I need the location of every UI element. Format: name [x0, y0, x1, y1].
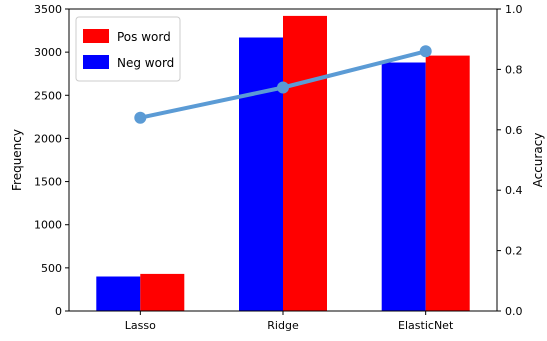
y2-tick-label-0.4: 0.4	[505, 184, 523, 197]
y-tick-label-2500: 2500	[34, 89, 62, 102]
y2-tick-label-0.0: 0.0	[505, 305, 523, 318]
y2-tick-label-0.2: 0.2	[505, 245, 523, 258]
legend-swatch-neg-word	[83, 55, 109, 69]
legend-box	[75, 16, 181, 82]
accuracy-point-lasso	[134, 111, 147, 124]
x-tick-label-lasso: Lasso	[125, 319, 156, 332]
accuracy-point-ridge	[277, 81, 289, 94]
y-tick-label-3500: 3500	[34, 3, 62, 16]
bar-neg-word-ridge	[239, 37, 283, 311]
y-tick-label-1500: 1500	[34, 176, 62, 189]
plot-area: 0 500 1000 1500 2000 2500 3000 3500 0.0 0.2 0.4 0.6…	[10, 3, 545, 332]
legend-label-pos-word: Pos word	[117, 30, 171, 44]
legend-label-neg-word: Neg word	[117, 56, 174, 70]
bar-neg-word-elasticnet	[381, 62, 426, 311]
y2-tick-label-0.6: 0.6	[505, 124, 523, 137]
legend-swatch-pos-word	[83, 29, 109, 43]
x-tick-label-ridge: Ridge	[267, 319, 299, 332]
y2-tick-label-0.8: 0.8	[505, 63, 523, 76]
bar-pos-word-elasticnet	[425, 55, 470, 311]
bar-neg-word-lasso	[96, 276, 141, 311]
accuracy-point-elasticnet	[419, 45, 432, 58]
y-tick-label-500: 500	[41, 262, 62, 275]
x-tick-label-elasticnet: ElasticNet	[398, 319, 454, 332]
y2-tick-label-1.0: 1.0	[505, 3, 523, 16]
y-tick-label-1000: 1000	[34, 219, 62, 232]
y-tick-label-3000: 3000	[34, 46, 62, 59]
y-axis-title: Frequency	[10, 129, 24, 191]
y-tick-label-0: 0	[55, 305, 62, 318]
y-tick-label-2000: 2000	[34, 132, 62, 145]
bar-pos-word-ridge	[283, 15, 327, 312]
bar-pos-word-lasso	[140, 273, 185, 311]
y2-axis-title: Accuracy	[531, 133, 545, 188]
